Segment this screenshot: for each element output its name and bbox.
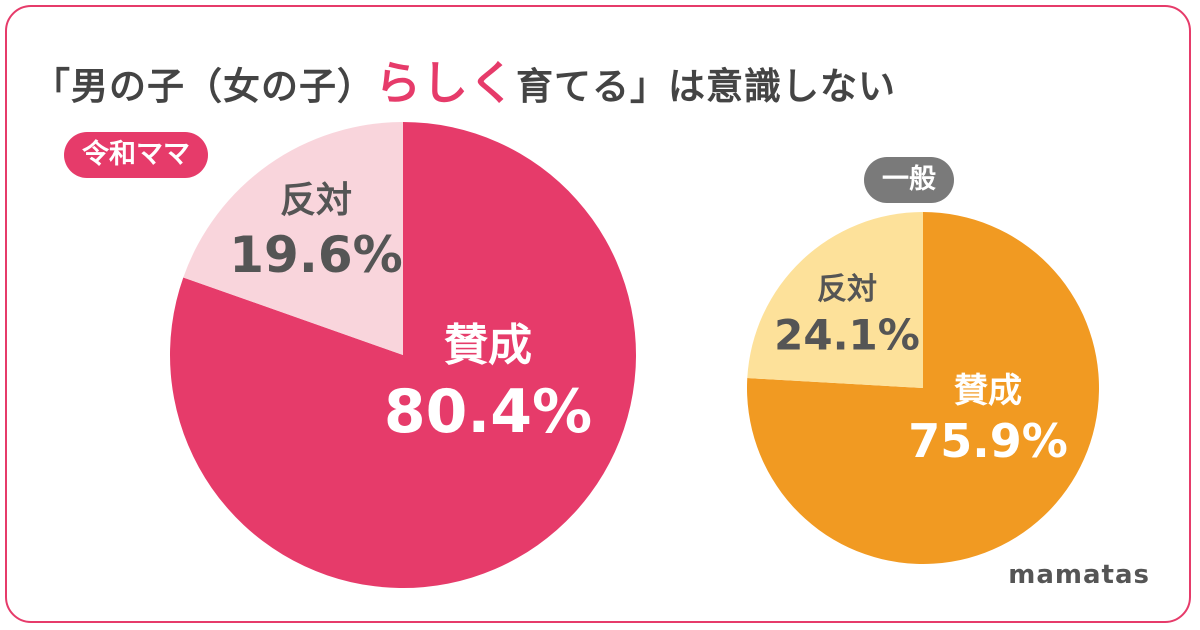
pie-slice-0-1 <box>183 122 403 355</box>
slice-value-1-0: 75.9% <box>908 414 1068 468</box>
slice-label-1-1: 反対 <box>817 272 877 307</box>
slice-value-0-0: 80.4% <box>384 377 592 447</box>
title-prefix: 「男の子（女の子） <box>33 65 375 108</box>
title-suffix: 育てる」は意識しない <box>516 65 896 108</box>
title-emphasis: らしく <box>375 56 516 110</box>
brand-logo: mamatas <box>1008 560 1150 590</box>
slice-label-1-0: 賛成 <box>954 371 1022 411</box>
group-badge-general: 一般 <box>864 157 954 203</box>
slice-label-0-0: 賛成 <box>444 320 532 371</box>
group-badge-reiwa-mama: 令和ママ <box>64 132 208 178</box>
pie-slice-1-1 <box>747 212 923 388</box>
slice-value-0-1: 19.6% <box>229 226 402 284</box>
chart-title: 「男の子（女の子）らしく育てる」は意識しない <box>33 47 896 113</box>
slice-label-0-1: 反対 <box>280 180 352 221</box>
slice-value-1-1: 24.1% <box>774 310 920 359</box>
